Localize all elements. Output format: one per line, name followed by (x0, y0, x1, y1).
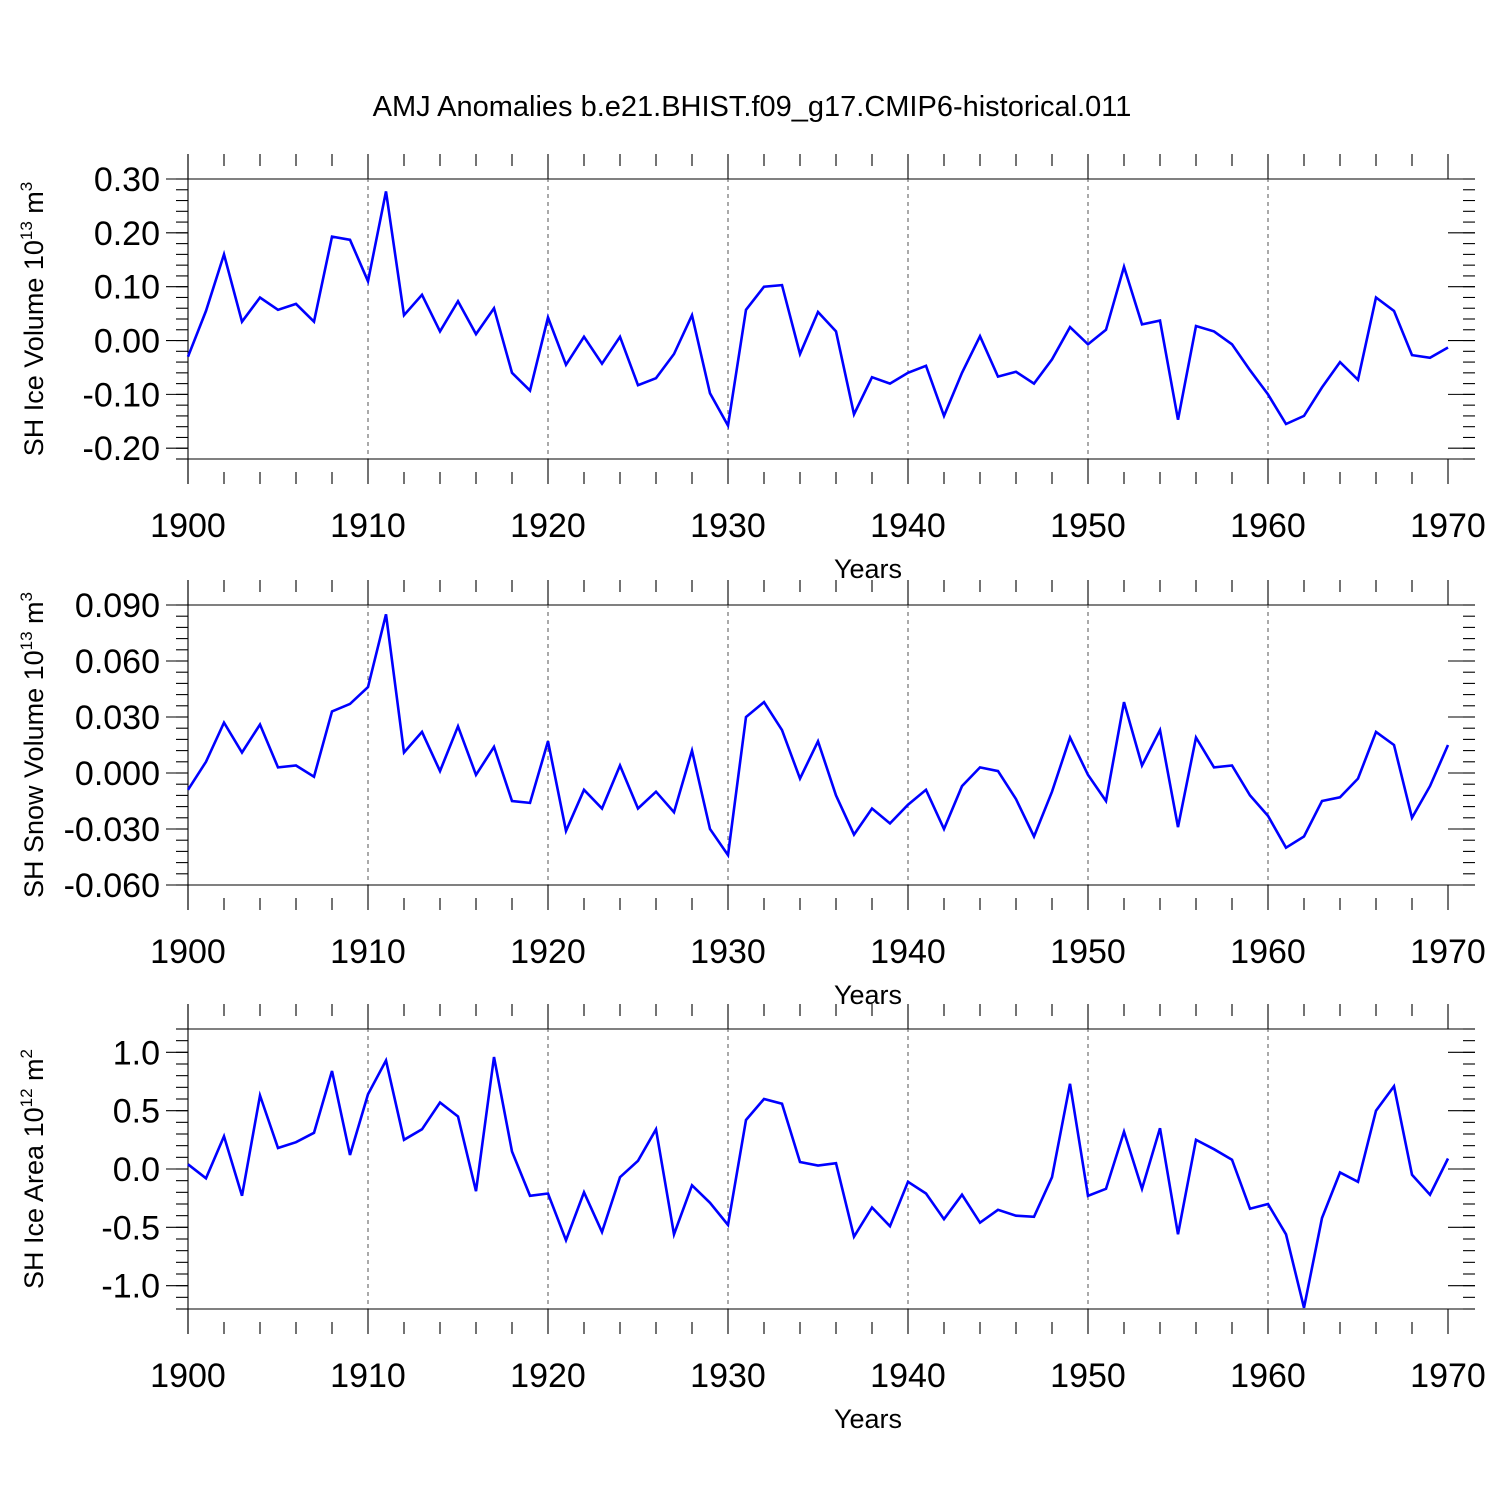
y-tick-label: -0.060 (64, 867, 160, 905)
x-tick-label: 1920 (510, 1357, 586, 1395)
x-tick-label: 1900 (150, 1357, 226, 1395)
x-tick-label: 1970 (1410, 1357, 1486, 1395)
panel-1: 1900 1910 1920 1930 1940 1950 1960 1970 Years -0.… (17, 154, 1486, 584)
y-tick-label: -0.030 (64, 811, 160, 849)
x-tick-label: 1910 (330, 933, 406, 971)
y-tick-label: 0.090 (75, 587, 160, 625)
x-tick-label: 1930 (690, 507, 766, 545)
y-tick-label: 0.5 (113, 1093, 160, 1131)
y-axis-title: SH Ice Volume 1013 m3 (17, 182, 49, 457)
x-tick-label: 1940 (870, 933, 946, 971)
y-axis-title: SH Ice Area 1012 m2 (17, 1049, 49, 1289)
x-axis-title: Years (834, 554, 902, 584)
y-axis-title: SH Snow Volume 1013 m3 (17, 592, 49, 898)
x-tick-label: 1970 (1410, 507, 1486, 545)
y-tick-label: -0.5 (101, 1209, 160, 1247)
panel-2: 1900 1910 1920 1930 1940 1950 1960 1970 Years -0.… (17, 580, 1486, 1010)
x-tick-label: 1950 (1050, 1357, 1126, 1395)
x-tick-label: 1960 (1230, 507, 1306, 545)
y-tick-label: -1.0 (101, 1268, 160, 1306)
x-tick-label: 1920 (510, 933, 586, 971)
x-axis-title: Years (834, 1404, 902, 1434)
y-tick-label: 0.20 (94, 215, 160, 253)
x-tick-label: 1920 (510, 507, 586, 545)
x-tick-label: 1970 (1410, 933, 1486, 971)
chart-title: AMJ Anomalies b.e21.BHIST.f09_g17.CMIP6-… (373, 91, 1132, 123)
series-line (186, 191, 1449, 430)
x-axis-title: Years (834, 980, 902, 1010)
x-tick-label: 1960 (1230, 1357, 1306, 1395)
chart-panels: 1900 1910 1920 1930 1940 1950 1960 1970 Years -0.… (17, 154, 1486, 1434)
x-tick-label: 1930 (690, 933, 766, 971)
x-tick-label: 1940 (870, 1357, 946, 1395)
x-tick-label: 1950 (1050, 507, 1126, 545)
y-tick-label: 0.30 (94, 161, 160, 199)
x-tick-label: 1930 (690, 1357, 766, 1395)
y-tick-label: -0.20 (83, 430, 161, 468)
x-tick-label: 1940 (870, 507, 946, 545)
y-tick-label: 1.0 (113, 1034, 160, 1072)
panel-3: 1900 1910 1920 1930 1940 1950 1960 1970 Years -1.… (17, 1004, 1486, 1434)
y-tick-label: 0.0 (113, 1151, 160, 1189)
y-tick-label: 0.10 (94, 269, 160, 307)
y-tick-label: 0.00 (94, 323, 160, 361)
y-tick-label: 0.030 (75, 699, 160, 737)
series-line (187, 1056, 1450, 1309)
series-line (186, 613, 1450, 859)
x-tick-label: 1950 (1050, 933, 1126, 971)
x-tick-label: 1900 (150, 507, 226, 545)
y-tick-label: -0.10 (83, 376, 161, 414)
x-tick-label: 1910 (330, 507, 406, 545)
x-tick-label: 1900 (150, 933, 226, 971)
y-tick-label: 0.060 (75, 643, 160, 681)
x-tick-label: 1910 (330, 1357, 406, 1395)
y-tick-label: 0.000 (75, 755, 160, 793)
x-tick-label: 1960 (1230, 933, 1306, 971)
